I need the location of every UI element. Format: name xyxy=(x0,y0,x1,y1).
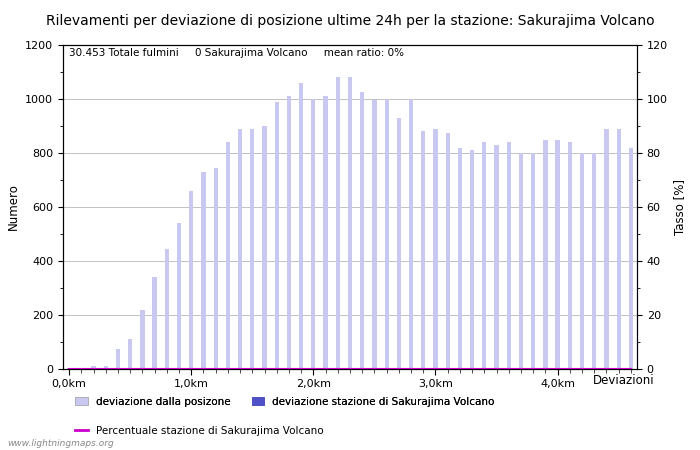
Bar xyxy=(531,153,536,369)
Bar xyxy=(262,126,267,369)
Bar xyxy=(202,172,206,369)
Bar xyxy=(116,349,120,369)
Bar xyxy=(507,142,511,369)
Bar xyxy=(128,339,132,369)
Y-axis label: Tasso [%]: Tasso [%] xyxy=(673,179,687,235)
Y-axis label: Numero: Numero xyxy=(6,184,20,230)
Bar xyxy=(409,99,413,369)
Bar xyxy=(312,99,316,369)
Bar xyxy=(397,118,401,369)
Bar xyxy=(189,191,193,369)
Bar xyxy=(604,129,608,369)
Text: Rilevamenti per deviazione di posizione ultime 24h per la stazione: Sakurajima V: Rilevamenti per deviazione di posizione … xyxy=(46,14,655,27)
Bar xyxy=(629,148,633,369)
Bar xyxy=(323,96,328,369)
Legend: deviazione dalla posizone, deviazione stazione di Sakurajima Volcano: deviazione dalla posizone, deviazione st… xyxy=(75,396,495,406)
Bar xyxy=(543,140,547,369)
Text: Deviazioni: Deviazioni xyxy=(593,374,654,387)
Bar xyxy=(580,153,584,369)
Bar xyxy=(494,145,498,369)
Text: 30.453 Totale fulmini     0 Sakurajima Volcano     mean ratio: 0%: 30.453 Totale fulmini 0 Sakurajima Volca… xyxy=(69,48,404,58)
Bar xyxy=(177,223,181,369)
Text: www.lightningmaps.org: www.lightningmaps.org xyxy=(7,439,113,448)
Bar xyxy=(348,77,352,369)
Bar xyxy=(372,100,377,369)
Bar xyxy=(67,368,71,369)
Bar xyxy=(250,129,254,369)
Bar xyxy=(519,153,523,369)
Bar xyxy=(470,150,475,369)
Bar xyxy=(164,249,169,369)
Bar xyxy=(225,142,230,369)
Bar xyxy=(299,83,303,369)
Bar xyxy=(360,92,364,369)
Bar xyxy=(274,102,279,369)
Bar xyxy=(287,96,291,369)
Bar xyxy=(384,99,388,369)
Bar xyxy=(458,148,462,369)
Bar xyxy=(433,129,438,369)
Bar xyxy=(92,366,96,369)
Bar xyxy=(556,140,560,369)
Bar xyxy=(336,77,340,369)
Bar xyxy=(568,142,572,369)
Bar xyxy=(140,310,144,369)
Bar xyxy=(421,131,426,369)
Legend: Percentuale stazione di Sakurajima Volcano: Percentuale stazione di Sakurajima Volca… xyxy=(75,426,323,436)
Bar xyxy=(592,153,596,369)
Bar xyxy=(617,129,621,369)
Bar xyxy=(446,133,450,369)
Bar xyxy=(104,366,108,369)
Bar xyxy=(482,142,486,369)
Bar xyxy=(238,129,242,369)
Bar xyxy=(214,168,218,369)
Bar xyxy=(153,277,157,369)
